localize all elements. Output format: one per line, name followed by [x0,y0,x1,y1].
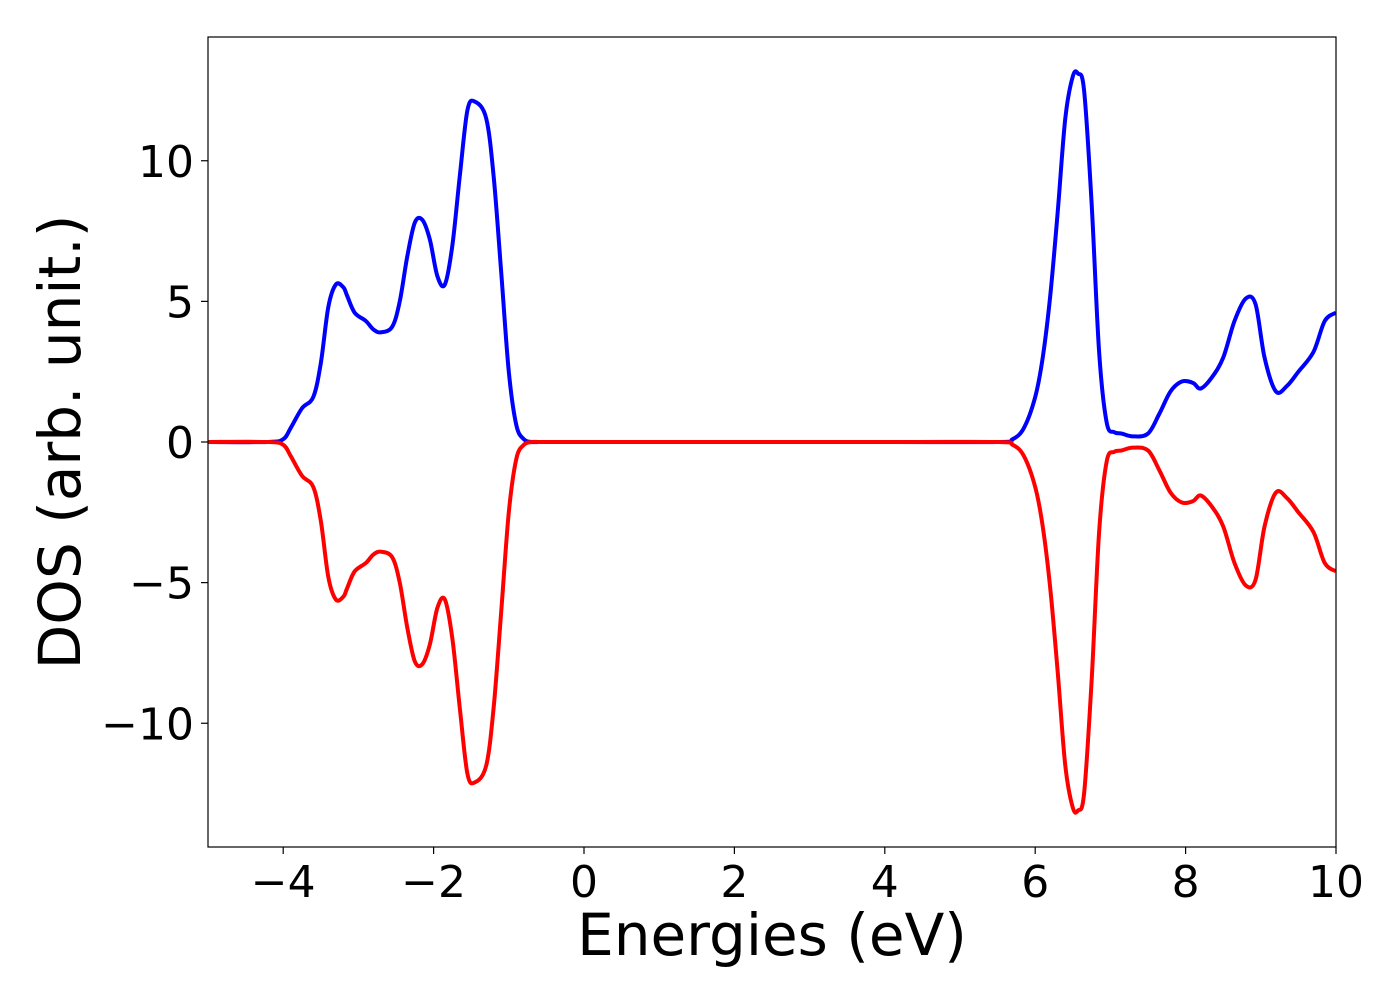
y-tick-label: 5 [166,277,194,328]
series-line-1 [208,69,1336,445]
y-tick-label: 10 [138,137,194,188]
series-line-2 [208,439,1336,815]
x-tick-label: 4 [871,857,899,908]
plot-area [208,69,1336,815]
x-tick-label: 8 [1172,857,1200,908]
y-tick-label: 0 [166,418,194,469]
x-axis: −4 −2 0 2 4 6 8 10 [251,847,1364,908]
y-axis-label: DOS (arb. unit.) [26,215,94,670]
x-tick-label: 6 [1021,857,1049,908]
x-tick-label: 0 [570,857,598,908]
y-axis: 10 5 0 −5 −10 [101,137,208,750]
x-tick-label: −2 [401,857,466,908]
x-tick-label: 2 [720,857,748,908]
y-tick-label: −10 [101,699,194,750]
x-tick-label: −4 [251,857,316,908]
y-tick-label: −5 [129,559,194,610]
x-tick-label: 10 [1308,857,1364,908]
x-axis-label: Energies (eV) [577,901,967,969]
